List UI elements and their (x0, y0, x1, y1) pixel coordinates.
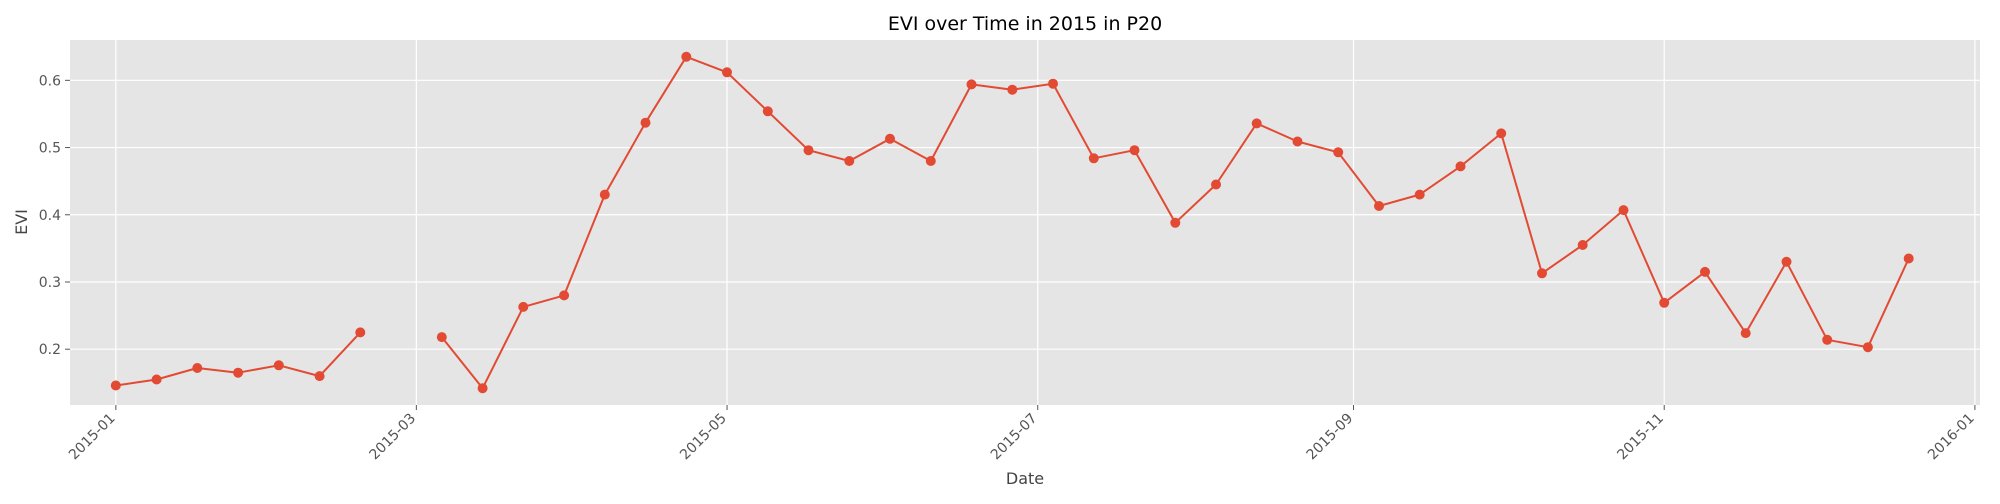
data-point (559, 290, 570, 301)
data-point (1374, 201, 1384, 211)
y-tick-label: 0.2 (39, 342, 61, 358)
data-point (1414, 189, 1425, 200)
data-point (762, 106, 773, 117)
data-point (1822, 334, 1833, 345)
x-tick-label: 2015-05 (677, 411, 730, 464)
data-point (1496, 128, 1507, 139)
data-point (1903, 253, 1914, 264)
data-point (1251, 118, 1262, 129)
data-point (1700, 266, 1710, 277)
data-point (1577, 240, 1588, 250)
data-point (273, 360, 284, 371)
data-point (1129, 145, 1140, 156)
x-axis-label: Date (1006, 469, 1044, 488)
x-tick-label: 2015-01 (66, 411, 119, 464)
data-point (1618, 205, 1629, 216)
data-point (803, 145, 814, 156)
x-tick-label: 2015-09 (1304, 411, 1357, 464)
x-tick-label: 2015-03 (366, 411, 419, 464)
data-point (436, 332, 447, 343)
plot-background (70, 40, 1980, 405)
data-point (925, 156, 936, 166)
data-point (1211, 179, 1221, 190)
data-point (314, 371, 325, 382)
y-tick-label: 0.4 (39, 208, 61, 224)
y-tick-label: 0.6 (39, 73, 61, 89)
data-point (1659, 297, 1670, 308)
data-point (477, 383, 488, 394)
data-point (1781, 256, 1792, 267)
data-point (518, 301, 529, 312)
data-point (681, 51, 692, 62)
data-point (110, 380, 121, 391)
data-point (640, 117, 651, 128)
data-point (355, 327, 366, 338)
data-point (1088, 153, 1099, 164)
data-point (1862, 342, 1873, 353)
data-point (192, 363, 203, 373)
data-point (1537, 268, 1547, 279)
data-point (1170, 217, 1181, 228)
x-tick-label: 2015-07 (988, 411, 1041, 464)
data-point (1048, 78, 1058, 89)
data-point (1007, 84, 1018, 95)
data-point (233, 367, 244, 378)
data-point (1740, 328, 1751, 339)
data-point (599, 189, 610, 200)
y-tick-label: 0.3 (39, 275, 61, 291)
data-point (1333, 147, 1344, 158)
data-point (151, 374, 162, 385)
x-tick-label: 2015-11 (1614, 411, 1667, 464)
data-point (1292, 136, 1303, 147)
data-point (966, 79, 977, 90)
data-point (885, 133, 895, 144)
data-point (844, 156, 855, 166)
chart-title: EVI over Time in 2015 in P20 (888, 13, 1162, 35)
data-point (1455, 161, 1466, 172)
data-point (722, 67, 732, 78)
grid-layer (70, 40, 1980, 405)
y-tick-label: 0.5 (39, 141, 61, 157)
y-axis-label: EVI (12, 209, 31, 235)
series-layer (110, 51, 1914, 394)
x-tick-label: 2016-01 (1925, 411, 1978, 464)
